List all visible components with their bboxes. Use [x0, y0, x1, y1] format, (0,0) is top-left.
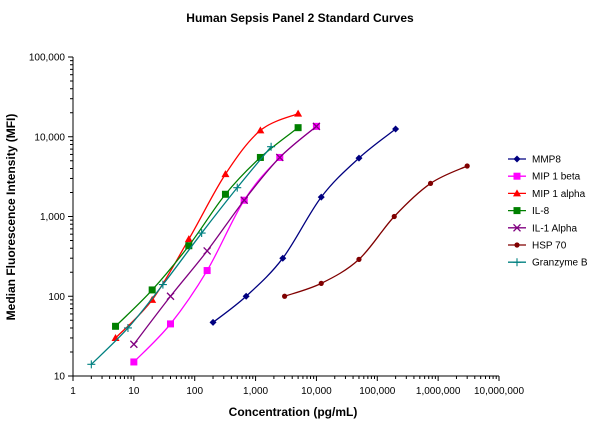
data-point-il-1-alpha	[166, 292, 175, 301]
series-line-hsp-70	[284, 165, 468, 297]
y-tick-label: 100	[48, 292, 65, 303]
x-tick-label: 1,000,000	[416, 386, 461, 397]
data-point-il-8	[185, 242, 193, 250]
y-tick-label: 100,000	[29, 53, 66, 64]
y-tick-label: 1,000	[40, 212, 65, 223]
data-point-il-1-alpha	[129, 340, 138, 349]
x-tick-label: 10	[128, 386, 140, 397]
legend-label: IL-1 Alpha	[532, 223, 577, 234]
x-axis-title: Concentration (pg/mL)	[229, 405, 358, 419]
data-point-hsp-70	[318, 280, 324, 286]
data-point-hsp-70	[391, 213, 397, 220]
legend-label: HSP 70	[532, 241, 567, 252]
legend-label: MIP 1 alpha	[532, 189, 586, 200]
legend-item-hsp-70: HSP 70	[508, 241, 567, 252]
data-point-il-8	[256, 153, 264, 161]
legend-marker	[513, 189, 521, 197]
data-point-mmp8	[279, 254, 287, 262]
x-tick-label: 1,000	[243, 386, 268, 397]
series-line-granzyme-b	[90, 146, 272, 365]
legend-marker	[513, 172, 521, 180]
legend-item-granzyme-b: Granzyme B	[508, 258, 588, 269]
data-point-mmp8	[317, 193, 325, 201]
series-il-8	[112, 124, 302, 330]
data-point-granzyme-b	[267, 142, 276, 151]
legend-item-mip-1-alpha: MIP 1 alpha	[508, 189, 586, 200]
legend-label: MMP8	[532, 155, 561, 166]
x-tick-label: 1	[70, 386, 76, 397]
data-point-mip-1-beta	[130, 358, 138, 366]
y-axis-title: Median Fluorescence Intensity (MFI)	[4, 114, 18, 321]
legend-item-il-1-alpha: IL-1 Alpha	[508, 223, 577, 234]
y-tick-label: 10	[54, 372, 66, 383]
legend-marker	[513, 258, 521, 267]
data-point-granzyme-b	[197, 229, 206, 238]
x-tick-label: 100	[186, 386, 203, 397]
legend-marker	[513, 155, 521, 163]
data-point-il-8	[221, 190, 229, 198]
series-line-mmp8	[212, 128, 397, 323]
legend-label: IL-8	[532, 206, 550, 217]
y-tick-label: 10,000	[34, 132, 65, 143]
data-point-mip-1-beta	[203, 267, 211, 275]
data-point-il-8	[148, 286, 156, 294]
chart-title: Human Sepsis Panel 2 Standard Curves	[186, 11, 414, 25]
legend-item-mmp8: MMP8	[508, 155, 561, 166]
data-point-il-8	[294, 124, 302, 132]
legend-label: MIP 1 beta	[532, 172, 581, 183]
data-point-hsp-70	[464, 163, 470, 169]
series-granzyme-b	[87, 142, 276, 369]
data-point-mip-1-alpha	[256, 126, 265, 134]
data-point-hsp-70	[282, 293, 288, 299]
data-point-granzyme-b	[233, 183, 242, 192]
plot-area	[73, 57, 499, 376]
legend-item-mip-1-beta: MIP 1 beta	[508, 172, 581, 183]
data-point-granzyme-b	[87, 360, 96, 369]
x-tick-label: 100,000	[359, 386, 396, 397]
data-point-mip-1-alpha	[221, 170, 230, 178]
x-tick-label: 10,000,000	[474, 386, 524, 397]
data-point-il-1-alpha	[203, 246, 212, 255]
legend-item-il-8: IL-8	[508, 206, 550, 217]
legend: MMP8 MIP 1 beta MIP 1 alpha IL-8 IL-1 Alpha H…	[508, 155, 588, 269]
legend-marker	[514, 242, 520, 248]
series-il-1-alpha	[129, 122, 321, 349]
data-point-mmp8	[355, 154, 363, 162]
legend-marker	[513, 223, 521, 232]
data-point-mmp8	[209, 318, 217, 326]
data-point-il-8	[112, 322, 120, 330]
data-point-hsp-70	[427, 180, 434, 187]
data-point-il-1-alpha	[240, 196, 249, 205]
plot-background	[73, 57, 499, 376]
data-point-il-1-alpha	[275, 153, 284, 162]
series-layer	[87, 109, 470, 369]
legend-marker	[513, 207, 521, 215]
data-point-granzyme-b	[123, 323, 132, 332]
axes: 10 100 1,000 10,000 100,000 1 10 100 1,000 10,000…	[29, 53, 525, 398]
data-point-mmp8	[242, 292, 250, 300]
data-point-mip-1-beta	[166, 320, 174, 328]
data-point-mip-1-alpha	[184, 235, 193, 243]
data-point-mmp8	[392, 125, 400, 133]
x-tick-label: 10,000	[301, 386, 332, 397]
data-point-mip-1-alpha	[294, 109, 303, 117]
data-point-granzyme-b	[158, 280, 167, 289]
data-point-il-1-alpha	[312, 122, 321, 131]
legend-label: Granzyme B	[532, 258, 588, 269]
series-mmp8	[209, 125, 400, 326]
series-hsp-70	[282, 163, 470, 299]
data-point-hsp-70	[356, 256, 362, 262]
